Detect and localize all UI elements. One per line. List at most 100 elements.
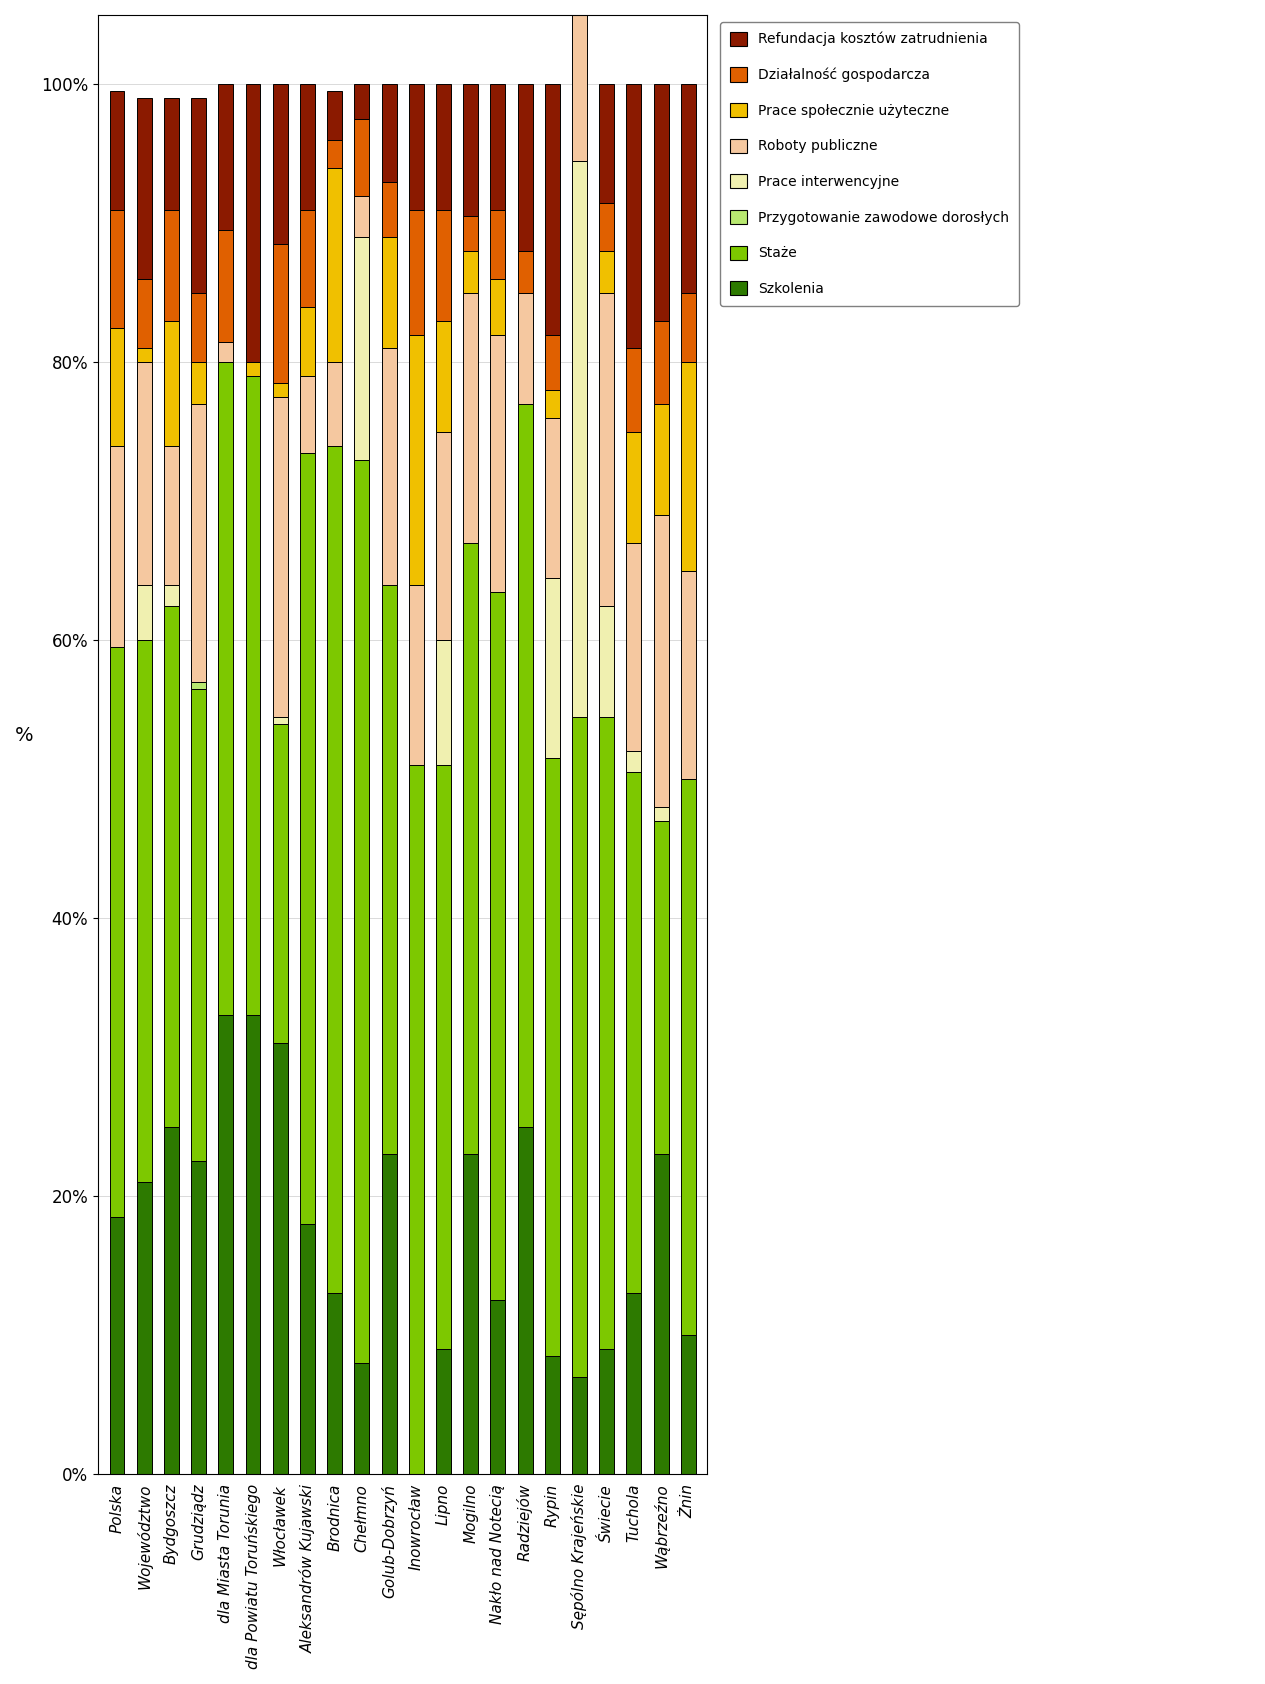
- Bar: [436, 640, 450, 765]
- Bar: [491, 591, 505, 1300]
- Bar: [137, 362, 152, 584]
- Bar: [219, 1015, 233, 1474]
- Bar: [545, 758, 559, 1356]
- Bar: [491, 280, 505, 335]
- Bar: [600, 717, 614, 1349]
- Bar: [219, 84, 233, 231]
- Bar: [463, 1155, 478, 1474]
- Bar: [545, 1356, 559, 1474]
- Bar: [110, 91, 124, 209]
- Bar: [137, 1182, 152, 1474]
- Bar: [572, 717, 587, 1378]
- Bar: [517, 1127, 533, 1474]
- Bar: [273, 84, 287, 244]
- Bar: [191, 1162, 206, 1474]
- Bar: [600, 293, 614, 606]
- Bar: [191, 98, 206, 293]
- Bar: [137, 280, 152, 349]
- Bar: [517, 84, 533, 251]
- Bar: [517, 404, 533, 1127]
- Bar: [164, 606, 178, 1127]
- Bar: [626, 751, 641, 773]
- Bar: [300, 376, 315, 453]
- Bar: [110, 647, 124, 1218]
- Bar: [245, 84, 261, 362]
- Bar: [626, 542, 641, 751]
- Bar: [137, 98, 152, 280]
- Bar: [654, 404, 669, 515]
- Bar: [463, 542, 478, 1155]
- Bar: [600, 84, 614, 202]
- Bar: [491, 84, 505, 209]
- Bar: [354, 120, 369, 195]
- Bar: [600, 251, 614, 293]
- Bar: [545, 335, 559, 391]
- Bar: [545, 578, 559, 758]
- Bar: [219, 362, 233, 1015]
- Bar: [409, 335, 424, 584]
- Bar: [328, 168, 342, 362]
- Bar: [137, 584, 152, 640]
- Bar: [654, 820, 669, 1155]
- Bar: [681, 1335, 696, 1474]
- Bar: [654, 1155, 669, 1474]
- Bar: [273, 384, 287, 397]
- Bar: [626, 84, 641, 349]
- Bar: [600, 202, 614, 251]
- Bar: [273, 1044, 287, 1474]
- Bar: [191, 404, 206, 682]
- Bar: [164, 446, 178, 584]
- Bar: [681, 293, 696, 362]
- Bar: [328, 446, 342, 1293]
- Bar: [300, 306, 315, 376]
- Bar: [245, 1015, 261, 1474]
- Bar: [137, 349, 152, 362]
- Bar: [409, 209, 424, 335]
- Bar: [191, 362, 206, 404]
- Bar: [600, 1349, 614, 1474]
- Bar: [545, 418, 559, 578]
- Bar: [273, 717, 287, 724]
- Bar: [219, 231, 233, 342]
- Bar: [463, 217, 478, 251]
- Bar: [245, 376, 261, 1015]
- Bar: [436, 765, 450, 1349]
- Bar: [600, 606, 614, 717]
- Bar: [110, 209, 124, 328]
- Bar: [300, 209, 315, 306]
- Bar: [654, 84, 669, 320]
- Bar: [654, 515, 669, 807]
- Bar: [300, 84, 315, 209]
- Bar: [328, 1293, 342, 1474]
- Bar: [626, 1293, 641, 1474]
- Bar: [110, 446, 124, 647]
- Bar: [328, 91, 342, 140]
- Bar: [436, 1349, 450, 1474]
- Bar: [572, 162, 587, 717]
- Y-axis label: %: %: [15, 726, 34, 744]
- Bar: [164, 320, 178, 446]
- Bar: [191, 682, 206, 689]
- Bar: [654, 320, 669, 404]
- Bar: [681, 780, 696, 1335]
- Bar: [110, 328, 124, 446]
- Bar: [681, 571, 696, 780]
- Bar: [328, 362, 342, 446]
- Bar: [137, 640, 152, 1182]
- Bar: [572, 0, 587, 162]
- Bar: [300, 453, 315, 1224]
- Bar: [382, 237, 396, 349]
- Bar: [354, 237, 369, 460]
- Bar: [328, 140, 342, 168]
- Bar: [626, 431, 641, 542]
- Bar: [164, 98, 178, 209]
- Bar: [354, 195, 369, 237]
- Bar: [273, 244, 287, 384]
- Bar: [517, 251, 533, 293]
- Bar: [219, 342, 233, 362]
- Bar: [436, 431, 450, 640]
- Bar: [300, 1224, 315, 1474]
- Bar: [491, 1300, 505, 1474]
- Bar: [517, 293, 533, 404]
- Bar: [436, 320, 450, 431]
